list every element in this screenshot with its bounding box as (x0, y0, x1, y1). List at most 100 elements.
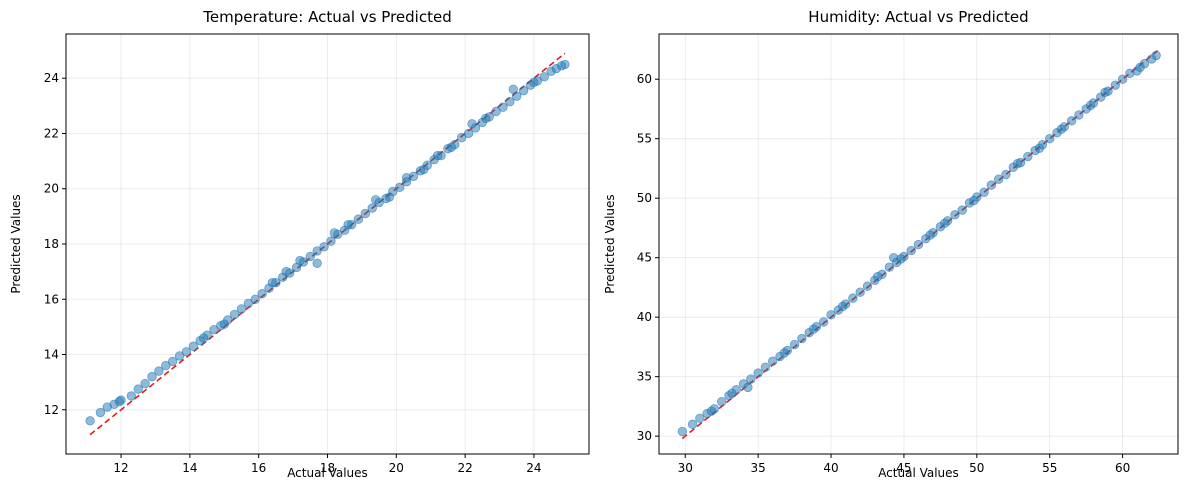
scatter-point (925, 230, 935, 240)
x-tick-label: 60 (1115, 461, 1130, 475)
scatter-point (167, 356, 178, 367)
y-tick-label: 14 (44, 348, 59, 362)
y-tick-label: 20 (44, 182, 59, 196)
scatter-point (906, 245, 916, 256)
scatter-point (174, 351, 185, 361)
x-tick-label: 16 (251, 461, 266, 475)
scatter-point (529, 77, 539, 88)
scatter-point (281, 266, 291, 277)
scatter-point (1085, 100, 1096, 111)
scatter-point (913, 239, 924, 250)
scatter-point (353, 214, 364, 224)
scatter-point (133, 384, 143, 394)
scatter-point (940, 218, 950, 228)
x-tick-label: 24 (526, 461, 541, 475)
x-tick-label: 55 (1042, 461, 1057, 475)
scatter-point (848, 293, 858, 303)
y-tick-label: 24 (44, 71, 59, 85)
y-tick-label: 55 (637, 132, 652, 146)
y-axis-label: Predicted Values (603, 194, 617, 293)
scatter-point (862, 281, 873, 291)
x-tick-label: 40 (823, 461, 838, 475)
scatter-point (250, 294, 260, 304)
scatter-point (1110, 80, 1121, 90)
scatter-point (343, 219, 353, 230)
scatter-point (957, 205, 967, 215)
scatter-point (384, 192, 395, 202)
scatter-point (395, 182, 405, 193)
scatter-point (808, 324, 819, 334)
scatter-point (1151, 50, 1161, 61)
scatter-point (896, 254, 906, 264)
scatter-point (789, 339, 800, 350)
scatter-point (229, 309, 240, 320)
scatter-point (312, 246, 322, 256)
scatter-point (243, 298, 254, 309)
x-tick-label: 22 (457, 461, 472, 475)
scatter-point (872, 272, 883, 282)
y-ticks: 30 35 40 45 50 55 60 (637, 72, 659, 443)
scatter-point (993, 174, 1004, 184)
scatter-point (456, 132, 467, 143)
x-tick-label: 50 (969, 461, 984, 475)
scatter-point (326, 236, 336, 246)
scatter-point (1135, 62, 1145, 73)
y-tick-label: 35 (637, 370, 652, 384)
gridlines (659, 34, 1178, 454)
scatter-point (1012, 158, 1023, 169)
scatter-point (1045, 134, 1055, 144)
scatter-point (768, 356, 778, 366)
scatter-point (746, 374, 756, 384)
scatter-point (116, 395, 126, 405)
x-ticks: 30 35 40 45 50 55 60 (678, 454, 1130, 475)
scatter-point (367, 203, 377, 213)
axes-frame-humidity (658, 33, 1179, 455)
scatter-point (760, 362, 771, 372)
scatter-point (491, 106, 501, 117)
scatter-point (312, 258, 322, 269)
scatter-point (837, 301, 848, 312)
scatter-point (161, 360, 171, 371)
points-layer (677, 50, 1161, 437)
scatter-point (1023, 151, 1033, 162)
scatter-point (467, 119, 477, 129)
scatter-point (716, 396, 727, 407)
scatter-point (753, 368, 763, 378)
scatter-point (401, 172, 412, 183)
scatter-point (797, 333, 807, 344)
x-axis-label: Actual Values (287, 466, 368, 480)
scatter-point (950, 210, 960, 220)
scatter-point (677, 426, 688, 437)
scatter-point (819, 317, 829, 327)
x-tick-label: 30 (678, 461, 693, 475)
chart-title: Temperature: Actual vs Predicted (202, 8, 451, 26)
y-tick-label: 16 (44, 292, 59, 306)
points-layer (85, 59, 570, 426)
scatter-point (198, 333, 209, 343)
x-axis-label: Actual Values (878, 466, 959, 480)
x-tick-label: 18 (320, 461, 335, 475)
scatter-point (209, 324, 219, 335)
scatter-point (329, 228, 340, 238)
scatter-point (969, 195, 979, 206)
scatter-point (181, 347, 192, 357)
scatter-point (360, 208, 371, 219)
chart-title: Humidity: Actual vs Predicted (808, 8, 1028, 26)
scatter-point (826, 310, 836, 320)
scatter-point (267, 277, 278, 288)
scatter-point (236, 304, 247, 314)
scatter-point (219, 319, 229, 329)
x-tick-label: 45 (896, 461, 911, 475)
scatter-point (154, 366, 164, 376)
scatter-point (687, 419, 698, 429)
x-ticks: 12 14 16 18 20 22 24 (113, 454, 542, 475)
y-tick-label: 22 (44, 126, 59, 140)
x-tick-label: 20 (389, 461, 404, 475)
scatter-point (498, 102, 508, 112)
scatter-point (505, 96, 515, 107)
scatter-point (295, 255, 305, 266)
scatter-point (743, 382, 753, 393)
scatter-point (779, 348, 790, 358)
y-tick-label: 18 (44, 237, 59, 251)
